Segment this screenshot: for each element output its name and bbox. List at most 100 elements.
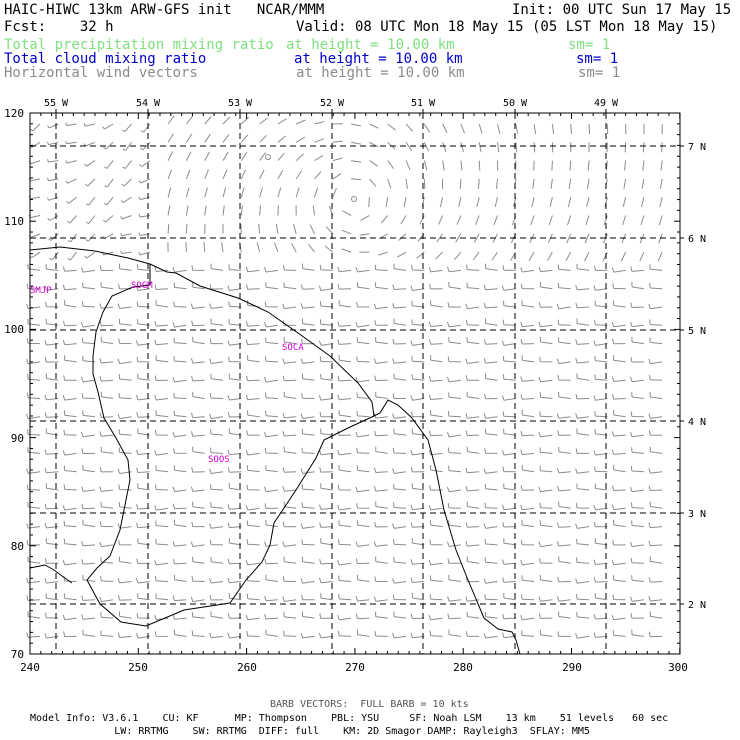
wind-barb xyxy=(397,251,407,258)
lon-label: 54 W xyxy=(136,98,161,109)
wind-barb xyxy=(483,633,498,639)
lat-label: 3 N xyxy=(688,509,706,520)
wind-barb xyxy=(277,205,279,216)
wind-barb xyxy=(648,430,663,436)
wind-barb xyxy=(631,629,644,637)
wind-barb xyxy=(575,413,590,419)
wind-barb xyxy=(612,540,626,546)
wind-barb xyxy=(648,522,663,529)
wind-barb xyxy=(410,466,425,473)
wind-barb xyxy=(369,123,379,129)
wind-barb xyxy=(356,301,370,308)
wind-barb xyxy=(515,142,518,153)
wind-barb xyxy=(604,197,608,208)
wind-barb xyxy=(556,467,571,474)
wind-barb xyxy=(26,413,41,420)
wind-barb xyxy=(227,285,242,291)
lon-label: 52 W xyxy=(320,98,345,109)
wind-barb xyxy=(392,393,406,399)
wind-barb xyxy=(502,265,516,271)
wind-barb xyxy=(210,484,224,491)
wind-barb xyxy=(26,468,41,474)
wind-barb xyxy=(102,123,114,130)
wind-barb xyxy=(392,594,407,601)
field-precip-height: at height = 10.00 km xyxy=(286,37,455,53)
wind-barb xyxy=(497,123,501,134)
wind-barb xyxy=(630,431,644,438)
wind-barb xyxy=(324,245,334,253)
wind-barb xyxy=(594,300,608,308)
wind-barb xyxy=(410,340,425,346)
wind-barb xyxy=(301,373,315,381)
wind-barb xyxy=(209,338,223,345)
wind-barb xyxy=(483,358,498,364)
wind-barb xyxy=(575,633,590,639)
wind-barb xyxy=(63,410,77,418)
wind-barb xyxy=(575,339,590,345)
wind-barb xyxy=(428,321,443,328)
wind-barb xyxy=(442,142,447,152)
wind-barb xyxy=(520,321,535,328)
wind-barb xyxy=(483,302,498,309)
wind-barb xyxy=(227,504,242,510)
wind-barb xyxy=(264,503,278,509)
wind-barb xyxy=(515,123,519,134)
wind-barb xyxy=(648,540,663,547)
wind-barb xyxy=(360,215,370,221)
wind-barb xyxy=(613,409,626,418)
wind-barb xyxy=(227,412,242,418)
wind-barb xyxy=(103,141,114,150)
wind-barb xyxy=(63,429,77,436)
wind-barb xyxy=(355,266,370,273)
wind-barb xyxy=(264,356,278,363)
wind-barb xyxy=(613,519,626,528)
wind-barb xyxy=(378,251,388,256)
wind-barb xyxy=(661,142,663,153)
lon-label: 49 W xyxy=(594,98,619,109)
wind-barb xyxy=(649,264,663,271)
wind-barb xyxy=(155,355,169,363)
wind-barb xyxy=(374,375,388,381)
wind-barb xyxy=(429,485,443,491)
wind-barb xyxy=(314,154,324,162)
axis-ticks xyxy=(29,109,684,655)
wind-barb xyxy=(63,320,77,327)
wind-barb xyxy=(356,503,370,509)
wind-barb xyxy=(44,357,59,363)
forecast-hour: Fcst: 32 h xyxy=(4,19,114,35)
wind-barb xyxy=(117,632,132,638)
wind-barb xyxy=(439,197,444,208)
wind-barb xyxy=(137,593,150,601)
wind-barb xyxy=(136,467,150,473)
wind-barb xyxy=(119,611,132,619)
wind-barb xyxy=(319,558,333,565)
wind-barb xyxy=(100,612,114,619)
wind-barb xyxy=(29,141,41,148)
wind-barb xyxy=(332,173,342,180)
wind-barb xyxy=(429,283,443,290)
wind-barb xyxy=(337,484,352,491)
wind-barb xyxy=(356,410,370,418)
wind-barb xyxy=(374,264,388,271)
wind-barb xyxy=(485,318,498,326)
wind-barb xyxy=(259,134,268,143)
wind-barb xyxy=(586,197,590,208)
wind-barb xyxy=(204,205,207,216)
wind-barb xyxy=(227,577,242,584)
wind-barb xyxy=(447,411,461,418)
wind-barb xyxy=(319,577,333,584)
wind-barb xyxy=(458,197,462,208)
wind-barb xyxy=(185,205,189,216)
wind-barb xyxy=(620,251,627,262)
wind-barb xyxy=(483,523,498,529)
wind-barb xyxy=(503,483,516,491)
wind-barb xyxy=(447,431,461,438)
wind-barb xyxy=(447,596,461,602)
wind-barb xyxy=(99,303,114,309)
wind-barb xyxy=(172,377,187,383)
wind-barb xyxy=(630,411,644,418)
wind-barb xyxy=(167,169,173,180)
wind-barb xyxy=(81,448,95,454)
wind-barb xyxy=(154,631,169,637)
wind-barb xyxy=(27,429,41,436)
